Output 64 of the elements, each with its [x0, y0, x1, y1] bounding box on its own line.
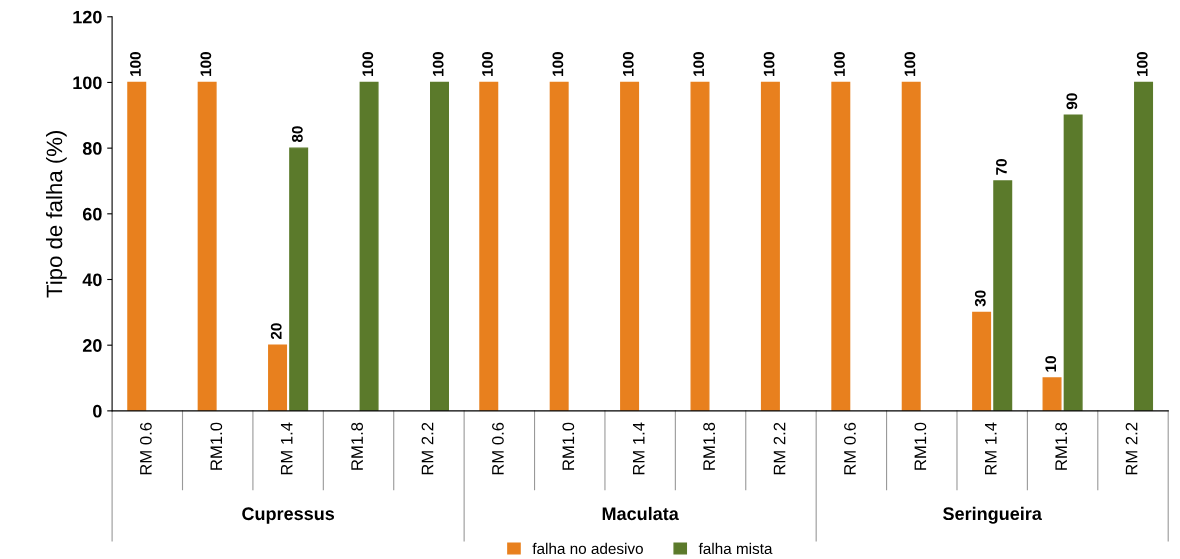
- text: Cupressus: [242, 507, 335, 524]
- x-tick-label: RM 2.2: [421, 422, 434, 475]
- bar: [993, 180, 1013, 411]
- bar: [127, 81, 147, 411]
- bar: [1063, 114, 1083, 411]
- bar: [1134, 81, 1154, 411]
- data-label: 100: [693, 52, 705, 76]
- data-label: 70: [996, 159, 1007, 175]
- bar: [972, 311, 992, 411]
- x-tick-label: RM 0.6: [139, 422, 152, 475]
- data-label: 100: [834, 52, 845, 76]
- x-tick-label: RM1.0: [914, 422, 927, 470]
- bar: [359, 81, 379, 411]
- data-label: 20: [270, 323, 282, 340]
- bar: [429, 81, 449, 411]
- x-tick-label: RM 1.4: [632, 422, 645, 475]
- data-label: 100: [200, 52, 212, 76]
- bar: [268, 344, 288, 411]
- x-tick-label: RM 2.2: [773, 422, 786, 475]
- x-tick-label: RM1.8: [1055, 422, 1068, 470]
- data-label: 100: [763, 52, 775, 76]
- text: Seringueira: [943, 506, 1042, 524]
- y-tick-label: 20: [82, 339, 102, 352]
- bar: [549, 81, 569, 411]
- data-label: 80: [291, 126, 303, 143]
- data-label: 10: [1045, 356, 1057, 372]
- bar: [1042, 377, 1062, 411]
- y-tick-label: 100: [73, 76, 102, 90]
- x-tick-label: RM 2.2: [1125, 422, 1138, 475]
- x-tick-label: RM1.8: [351, 422, 363, 470]
- y-tick-label: 80: [82, 142, 102, 155]
- legend-label: falha no adesivo: [532, 542, 643, 555]
- bar: [690, 81, 710, 411]
- data-label: 90: [1066, 93, 1078, 110]
- legend-label: falha mista: [698, 542, 773, 555]
- bar: [289, 147, 309, 411]
- data-label: 100: [362, 52, 374, 76]
- data-label: 100: [904, 52, 916, 76]
- data-label: 100: [1136, 52, 1148, 76]
- y-tick-label: 120: [73, 10, 102, 24]
- y-tick-label: 0: [93, 404, 102, 418]
- bar: [197, 81, 217, 411]
- data-label: 30: [974, 290, 986, 307]
- x-tick-label: RM1.0: [562, 422, 575, 470]
- x-tick-label: RM 1.4: [985, 422, 997, 475]
- text: Maculata: [602, 506, 679, 521]
- data-label: 100: [482, 52, 493, 76]
- bar: [831, 81, 851, 411]
- x-tick-label: RM 0.6: [844, 422, 856, 475]
- bar: [901, 81, 921, 411]
- bar: [479, 81, 499, 411]
- y-tick-label: 40: [82, 273, 102, 287]
- data-label: 100: [432, 52, 444, 76]
- x-tick-label: RM 0.6: [492, 422, 504, 475]
- x-tick-label: RM1.8: [703, 422, 716, 470]
- data-label: 100: [552, 52, 564, 76]
- data-label: 100: [130, 52, 141, 76]
- y-tick-label: 60: [82, 207, 102, 221]
- data-label: 100: [622, 52, 634, 76]
- x-tick-label: RM 1.4: [280, 422, 293, 475]
- bar: [760, 81, 780, 411]
- y-axis-title: Tipo de falha (%): [45, 131, 67, 298]
- bar: [620, 81, 640, 411]
- x-tick-label: RM1.0: [210, 422, 223, 470]
